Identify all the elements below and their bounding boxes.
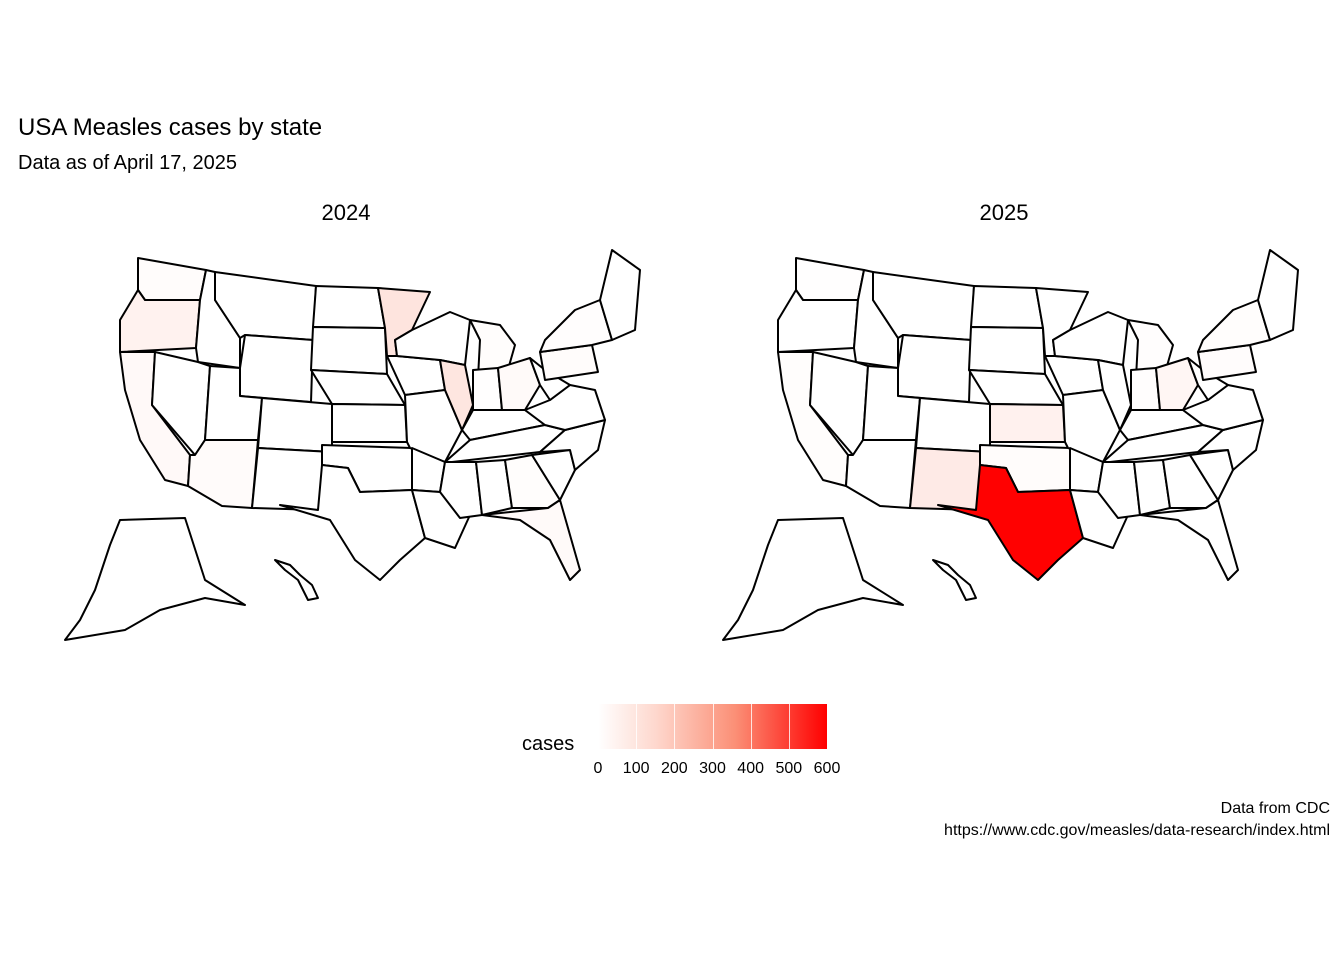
chart-title: USA Measles cases by state (18, 114, 323, 141)
legend-tick-mark (788, 704, 790, 749)
state-north-dakota-2024 (312, 285, 386, 329)
facet-label-2024: 2024 (321, 200, 371, 225)
chart-subtitle: Data as of April 17, 2025 (18, 152, 238, 174)
legend-tick-mark (674, 704, 676, 749)
legend-tick-label: 500 (775, 760, 803, 777)
state-arizona-2024 (187, 439, 259, 509)
state-mississippi-2024 (439, 461, 483, 519)
state-ohio-2025 (1155, 357, 1199, 411)
state-alaska-2024 (64, 517, 246, 641)
state-mississippi-2025 (1097, 461, 1141, 519)
state-oregon-2024 (119, 289, 201, 353)
state-florida-2024 (481, 499, 581, 581)
state-nebraska-2025 (968, 369, 1064, 406)
state-oregon-2025 (777, 289, 859, 353)
state-hawaii-2024 (274, 559, 319, 601)
legend-title: cases (522, 733, 575, 755)
state-nebraska-2024 (310, 369, 406, 406)
facet-label-2025: 2025 (979, 200, 1029, 225)
legend-tick-label: 600 (813, 760, 841, 777)
legend-tick-mark (636, 704, 638, 749)
legend-tick-label: 300 (699, 760, 726, 777)
caption-url: https://www.cdc.gov/measles/data-researc… (944, 822, 1330, 839)
state-hawaii-2025 (932, 559, 977, 601)
state-illinois-2024 (439, 359, 474, 431)
state-illinois-2025 (1097, 359, 1132, 431)
state-washington-2025 (795, 257, 865, 301)
state-ohio-2024 (497, 357, 541, 411)
state-new-york-2025 (1197, 299, 1271, 353)
state-wyoming-2025 (897, 334, 972, 403)
state-kansas-2025 (989, 403, 1066, 443)
map-2024 (64, 249, 641, 641)
state-colorado-2024 (257, 397, 333, 453)
state-wyoming-2024 (239, 334, 314, 403)
legend-tick-label: 100 (622, 760, 650, 777)
state-new-york-2024 (539, 299, 613, 353)
legend-tick-label: 0 (593, 760, 603, 777)
state-texas-2024 (279, 464, 426, 581)
legend-tick-label: 400 (737, 760, 764, 777)
state-kansas-2024 (331, 403, 408, 443)
legend-tick-mark (712, 704, 714, 749)
state-texas-2025 (937, 464, 1084, 581)
legend-tick-mark (598, 704, 599, 749)
state-arizona-2025 (845, 439, 917, 509)
state-south-dakota-2025 (968, 326, 1046, 375)
legend-tick-mark (750, 704, 752, 749)
state-florida-2025 (1139, 499, 1239, 581)
map-2025 (722, 249, 1299, 641)
caption-source: Data from CDC (1220, 800, 1330, 817)
state-south-dakota-2024 (310, 326, 388, 375)
state-new-england-2025 (1257, 249, 1299, 341)
state-colorado-2025 (915, 397, 991, 453)
state-new-england-2024 (599, 249, 641, 341)
legend-tick-mark (827, 704, 828, 749)
state-washington-2024 (137, 257, 207, 301)
state-north-dakota-2025 (970, 285, 1044, 329)
state-alaska-2025 (722, 517, 904, 641)
legend-tick-label: 200 (660, 760, 688, 777)
